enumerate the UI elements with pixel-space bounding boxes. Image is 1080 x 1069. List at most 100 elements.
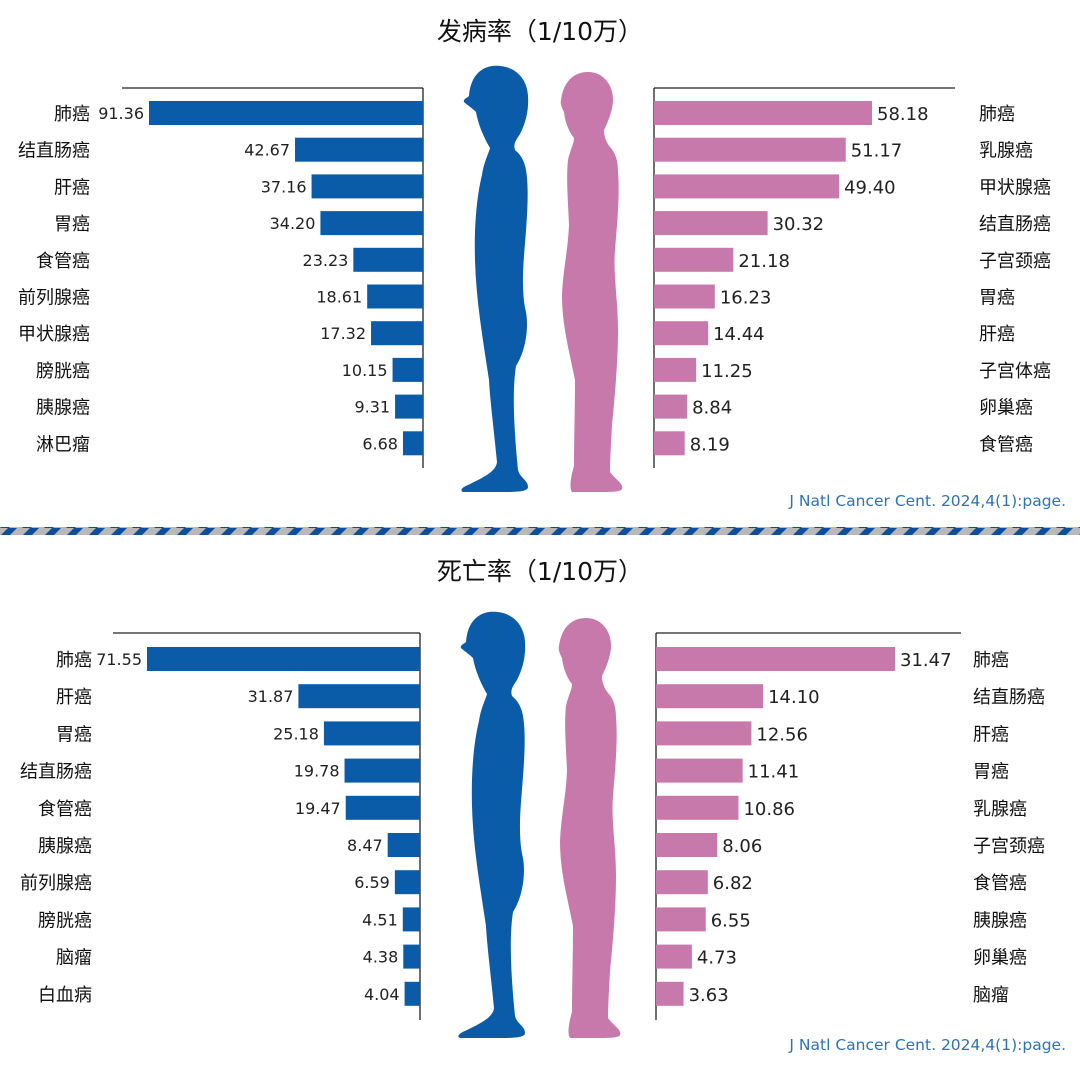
female-bar: [656, 721, 752, 746]
female-category-label: 食管癌: [979, 434, 1033, 455]
female-value-label: 6.82: [713, 873, 753, 894]
female-value-label: 8.06: [722, 836, 762, 857]
female-category-label: 肝癌: [979, 324, 1015, 345]
male-value-label: 25.18: [273, 724, 319, 743]
female-category-label: 卵巢癌: [973, 948, 1027, 969]
female-bar: [656, 944, 692, 969]
male-value-label: 4.04: [364, 985, 400, 1004]
female-bar: [656, 833, 718, 857]
male-category-label: 脑瘤: [56, 948, 92, 969]
female-category-label: 胃癌: [979, 288, 1015, 309]
male-value-label: 6.68: [362, 434, 398, 453]
male-bar: [367, 284, 423, 309]
female-category-label: 子宫颈癌: [979, 251, 1051, 272]
female-value-label: 11.41: [748, 762, 800, 783]
female-category-label: 胰腺癌: [973, 910, 1027, 931]
female-category-label: 肺癌: [973, 650, 1009, 671]
female-category-label: 食管癌: [973, 873, 1027, 894]
female-category-label: 结直肠癌: [979, 214, 1051, 235]
male-value-label: 19.47: [295, 799, 341, 818]
male-category-label: 膀胱癌: [38, 910, 92, 931]
male-bar: [353, 247, 423, 272]
female-bar: [656, 907, 706, 932]
female-category-label: 胃癌: [973, 762, 1009, 783]
male-category-label: 胃癌: [54, 214, 90, 235]
male-bar: [402, 431, 423, 456]
male-silhouette-icon: [461, 65, 529, 492]
female-category-label: 肺癌: [979, 104, 1015, 125]
male-category-label: 肝癌: [56, 687, 92, 708]
female-bar: [654, 431, 685, 456]
female-value-label: 12.56: [756, 724, 808, 745]
female-bar: [654, 284, 715, 309]
male-category-label: 肺癌: [54, 104, 90, 125]
male-value-label: 19.78: [294, 762, 340, 781]
female-bar: [654, 394, 688, 419]
male-value-label: 6.59: [354, 873, 390, 892]
female-value-label: 11.25: [701, 361, 753, 382]
male-bar: [295, 137, 423, 162]
male-value-label: 17.32: [320, 324, 366, 343]
male-value-label: 71.55: [96, 650, 142, 669]
female-category-label: 肝癌: [973, 724, 1009, 745]
male-bar: [323, 721, 420, 746]
female-bar: [654, 211, 768, 236]
female-value-label: 21.18: [738, 251, 790, 272]
female-bar: [656, 981, 684, 1006]
male-value-label: 18.61: [316, 288, 362, 307]
female-value-label: 51.17: [851, 141, 903, 162]
female-bar: [654, 101, 872, 125]
male-bar: [147, 647, 420, 671]
male-category-label: 膀胱癌: [36, 361, 90, 382]
female-value-label: 49.40: [844, 177, 896, 198]
female-category-label: 卵巢癌: [979, 398, 1033, 419]
female-bar: [656, 647, 895, 671]
male-bar: [394, 870, 420, 895]
male-value-label: 4.51: [362, 910, 398, 929]
female-bar: [654, 247, 734, 272]
source-citation: J Natl Cancer Cent. 2024,4(1):page.: [788, 1036, 1066, 1054]
male-category-label: 肺癌: [56, 650, 92, 671]
male-bar: [403, 944, 420, 969]
female-silhouette-icon: [558, 618, 621, 1038]
female-value-label: 3.63: [689, 985, 729, 1006]
section-divider-stripe: [0, 527, 1080, 535]
male-category-label: 甲状腺癌: [18, 324, 90, 345]
female-value-label: 14.44: [713, 324, 765, 345]
female-value-label: 14.10: [768, 687, 820, 708]
male-value-label: 37.16: [261, 177, 307, 196]
male-category-label: 胃癌: [56, 724, 92, 745]
female-category-label: 乳腺癌: [973, 799, 1027, 820]
male-category-label: 白血病: [38, 985, 92, 1006]
male-bar: [392, 357, 423, 382]
male-value-label: 91.36: [98, 104, 144, 123]
male-category-label: 前列腺癌: [20, 873, 92, 894]
male-category-label: 食管癌: [36, 251, 90, 272]
incidence-panel: 发病率（1/10万） 91.36 肺癌 42.67 结直肠癌 37.16 肝癌 34.20 胃癌…: [18, 17, 1066, 510]
female-silhouette-icon: [560, 72, 623, 492]
male-value-label: 42.67: [244, 141, 290, 160]
male-bar: [149, 101, 423, 125]
male-value-label: 9.31: [354, 398, 390, 417]
male-bar: [298, 684, 420, 709]
male-silhouette-icon: [458, 611, 526, 1038]
female-category-label: 脑瘤: [973, 985, 1009, 1006]
female-bar: [654, 137, 846, 162]
mortality-panel: 死亡率（1/10万）71.55肺癌31.87肝癌25.18胃癌19.78结直肠癌…: [20, 557, 1066, 1054]
male-category-label: 食管癌: [38, 799, 92, 820]
female-value-label: 58.18: [877, 104, 929, 125]
male-category-label: 胰腺癌: [38, 836, 92, 857]
male-bar: [387, 833, 420, 857]
female-category-label: 甲状腺癌: [979, 177, 1051, 198]
female-bar: [654, 321, 709, 346]
female-value-label: 30.32: [773, 214, 825, 235]
female-value-label: 31.47: [900, 650, 952, 671]
male-value-label: 23.23: [303, 251, 349, 270]
female-category-label: 子宫体癌: [979, 361, 1051, 382]
female-bar: [656, 870, 708, 895]
female-value-label: 8.84: [692, 398, 732, 419]
male-value-label: 4.38: [363, 948, 399, 967]
male-category-label: 淋巴瘤: [36, 434, 90, 455]
female-value-label: 6.55: [711, 910, 751, 931]
